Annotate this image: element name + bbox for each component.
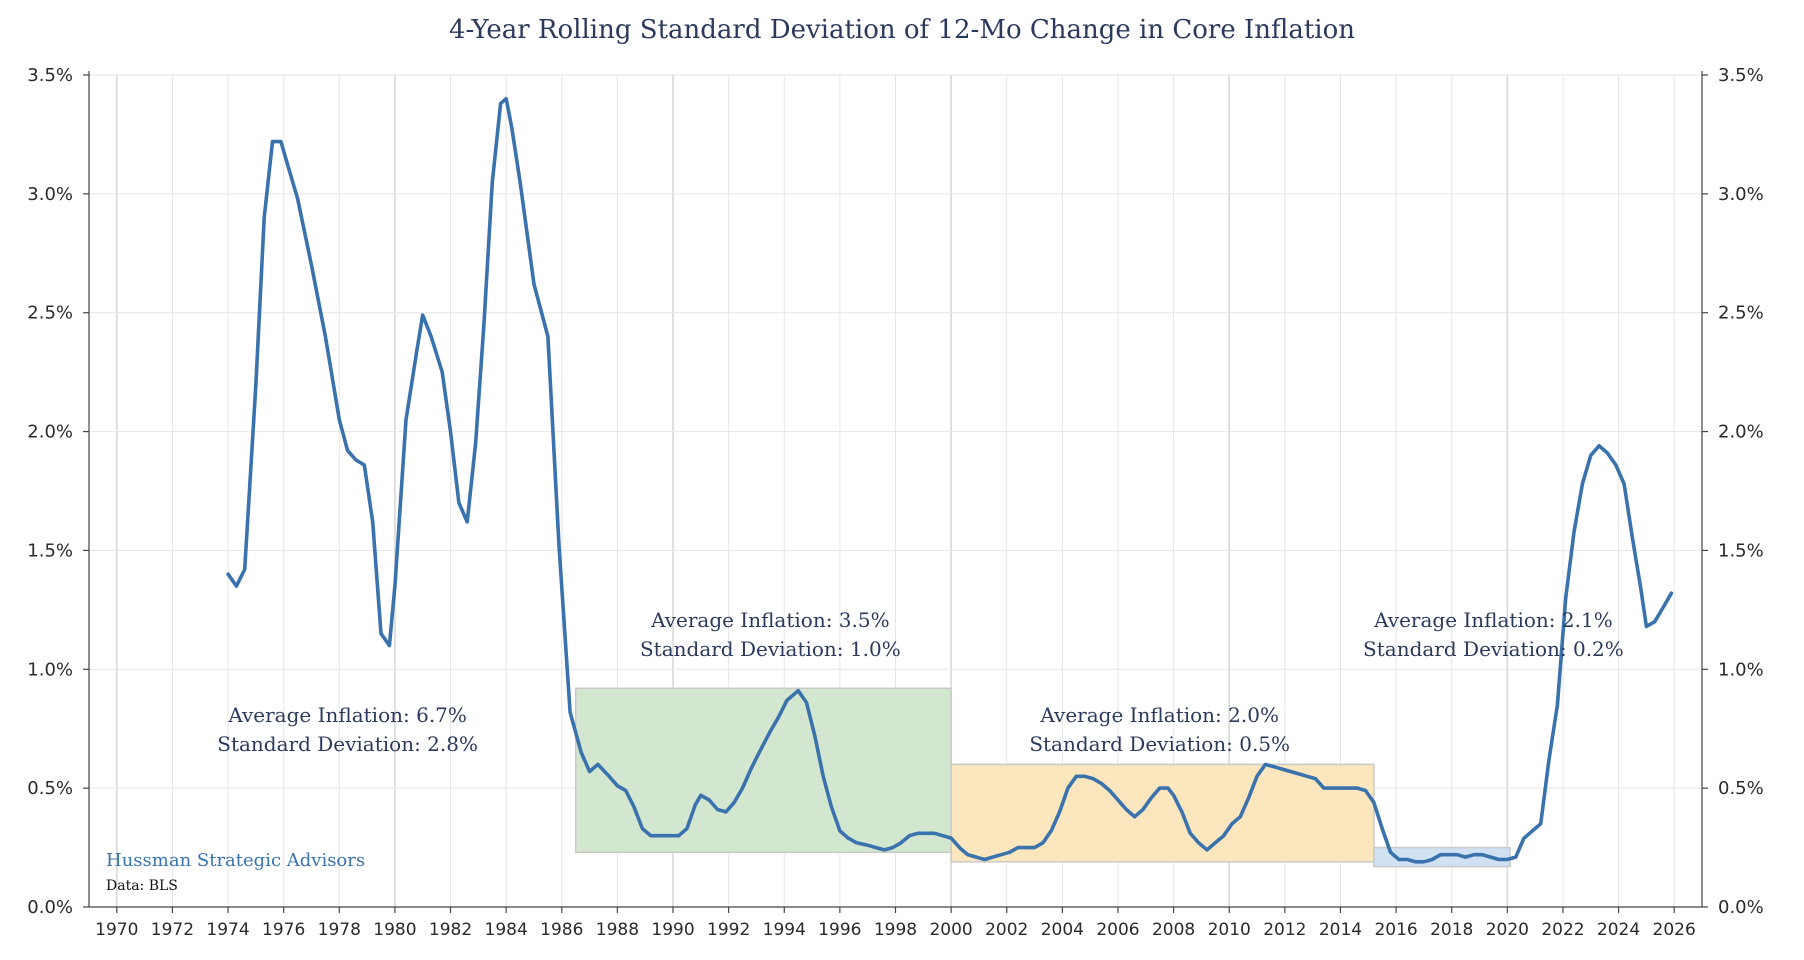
annotations: Average Inflation: 6.7% Standard Deviatio…	[217, 608, 1624, 756]
x-tick-label: 1974	[206, 920, 249, 940]
annotation-average-inflation: Average Inflation: 2.0%	[1039, 703, 1279, 727]
x-tick-label: 2002	[985, 920, 1028, 940]
shaded-region	[574, 687, 952, 854]
y-tick-label-left: 3.0%	[27, 184, 73, 205]
x-tick-label: 1976	[262, 920, 305, 940]
x-tick-label: 2004	[1041, 920, 1084, 940]
x-tick-label: 2006	[1096, 920, 1139, 940]
x-tick-label: 1980	[373, 920, 416, 940]
y-tick-label-right: 3.5%	[1718, 65, 1764, 86]
x-tick-label: 2000	[929, 920, 972, 940]
y-tick-label-left: 0.5%	[27, 778, 73, 799]
x-tick-label: 1984	[485, 920, 528, 940]
x-tick-label: 1992	[707, 920, 750, 940]
x-tick-label: 1982	[429, 920, 472, 940]
annotation-standard-deviation: Standard Deviation: 0.2%	[1363, 637, 1624, 661]
x-tick-label: 1970	[95, 920, 138, 940]
y-tick-label-right: 1.5%	[1718, 540, 1764, 561]
y-tick-label-right: 1.0%	[1718, 659, 1764, 680]
y-tick-label-right: 2.5%	[1718, 303, 1764, 324]
x-tick-label: 2020	[1486, 920, 1529, 940]
x-tick-label: 2016	[1374, 920, 1417, 940]
annotation-average-inflation: Average Inflation: 6.7%	[227, 703, 467, 727]
x-tick-label: 1998	[874, 920, 917, 940]
x-tick-label: 1996	[818, 920, 861, 940]
x-tick-label: 1988	[596, 920, 639, 940]
axes: 1970 1972 1974 1976 1978 1980 1982 1984 1986 1988…	[27, 65, 1763, 940]
x-tick-label: 2024	[1597, 920, 1640, 940]
x-tick-label: 2022	[1541, 920, 1584, 940]
annotation-standard-deviation: Standard Deviation: 0.5%	[1029, 732, 1290, 756]
y-tick-label-right: 0.0%	[1718, 897, 1764, 918]
annotation-standard-deviation: Standard Deviation: 1.0%	[640, 637, 901, 661]
y-tick-label-left: 3.5%	[27, 65, 73, 86]
x-tick-label: 2012	[1263, 920, 1306, 940]
x-tick-label: 2026	[1653, 920, 1696, 940]
x-tick-label: 1994	[763, 920, 806, 940]
y-tick-label-left: 0.0%	[27, 897, 73, 918]
series-line	[226, 97, 1674, 864]
y-tick-label-left: 2.0%	[27, 422, 73, 443]
annotation-standard-deviation: Standard Deviation: 2.8%	[217, 732, 478, 756]
shaded-regions	[574, 687, 1511, 868]
x-tick-label: 1972	[151, 920, 194, 940]
x-tick-label: 1986	[540, 920, 583, 940]
x-tick-label: 2014	[1319, 920, 1362, 940]
y-tick-label-right: 0.5%	[1718, 778, 1764, 799]
x-tick-label: 2018	[1430, 920, 1473, 940]
x-tick-label: 2008	[1152, 920, 1195, 940]
x-tick-label: 2010	[1208, 920, 1251, 940]
y-tick-label-right: 3.0%	[1718, 184, 1764, 205]
x-tick-label: 1978	[318, 920, 361, 940]
chart-title: 4-Year Rolling Standard Deviation of 12-…	[449, 15, 1355, 45]
annotation-average-inflation: Average Inflation: 2.1%	[1373, 608, 1613, 632]
annotation-average-inflation: Average Inflation: 3.5%	[650, 608, 890, 632]
y-tick-label-left: 1.5%	[27, 540, 73, 561]
source-label: Data: BLS	[106, 878, 178, 894]
y-tick-label-right: 2.0%	[1718, 422, 1764, 443]
y-tick-label-left: 2.5%	[27, 303, 73, 324]
shaded-region	[950, 763, 1375, 863]
x-tick-label: 1990	[651, 920, 694, 940]
brand-label: Hussman Strategic Advisors	[106, 850, 365, 871]
series-group	[226, 97, 1674, 864]
y-tick-label-left: 1.0%	[27, 659, 73, 680]
